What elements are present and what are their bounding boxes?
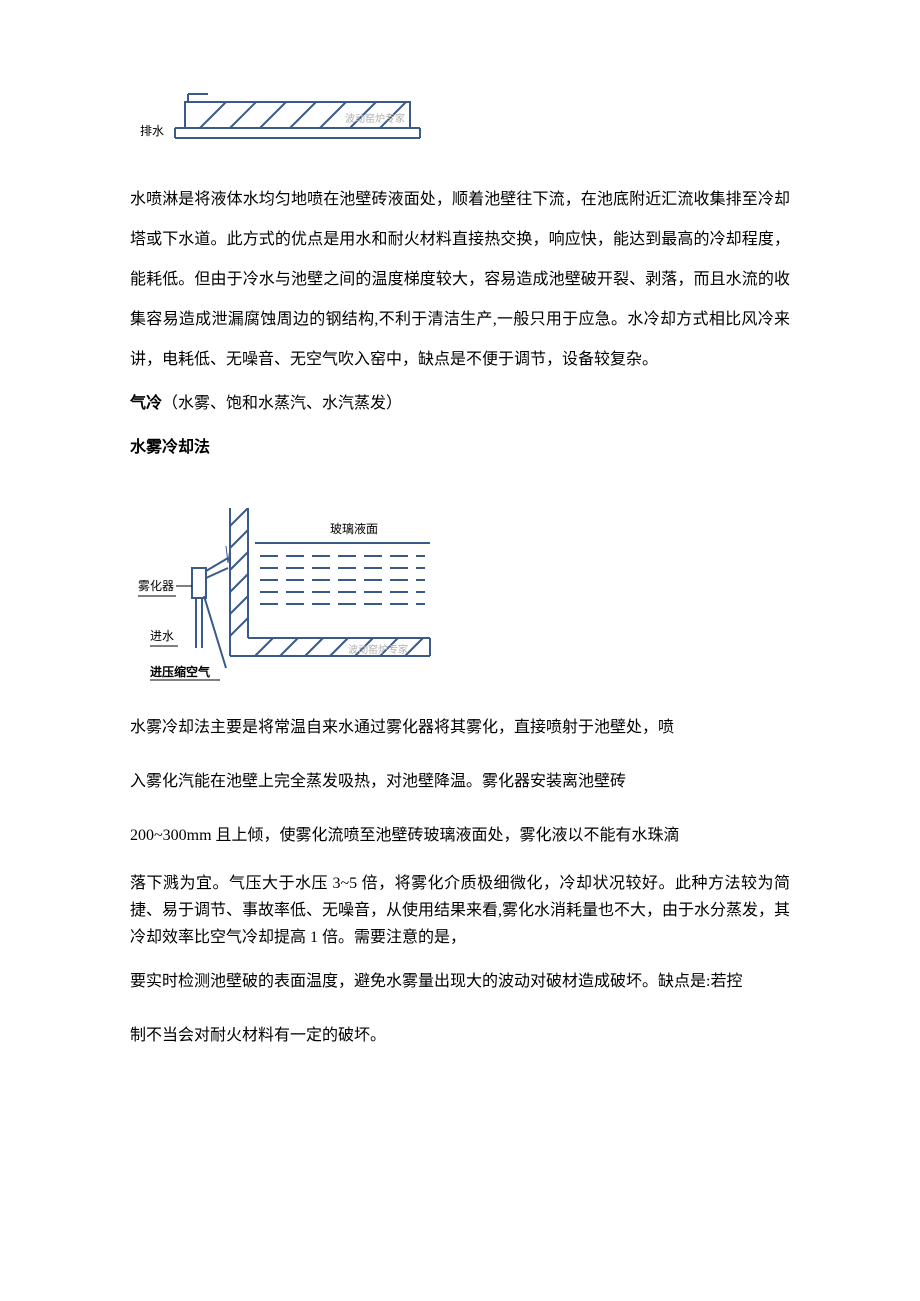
document-page: 排水 波动窑炉专家 (0, 0, 920, 1120)
paragraph-mist-c: 200~300mm 且上倾，使雾化流喷至池壁砖玻璃液面处，雾化液以不能有水珠滴 (130, 816, 790, 856)
heading-mist-cooling: 水雾冷却法 (130, 428, 790, 468)
paragraph-mist-b: 入雾化汽能在池壁上完全蒸发吸热，对池壁降温。雾化器安装离池壁砖 (130, 762, 790, 802)
paragraph-mist-d: 落下溅为宜。气压大于水压 3~5 倍，将雾化介质极细微化，冷却状况较好。此种方法… (130, 870, 790, 952)
fig2-watermark: 波动窑炉专家 (348, 643, 408, 656)
paragraph-mist-f: 制不当会对耐火材料有一定的破坏。 (130, 1016, 790, 1056)
heading-gas-cooling: 气冷（水雾、饱和水蒸汽、水汽蒸发） (130, 384, 790, 424)
figure-water-spray: 排水 波动窑炉专家 (130, 90, 790, 160)
fig1-label-drain: 排水 (140, 124, 164, 138)
fig2-label-atomizer: 雾化器 (138, 579, 174, 593)
paragraph-mist-a: 水雾冷却法主要是将常温自来水通过雾化器将其雾化，直接喷射于池壁处，喷 (130, 708, 790, 748)
fig2-label-air: 进压缩空气 (150, 664, 210, 679)
figure-mist-cooling: 玻璃液面 雾化器 进水 进压缩空气 波动窑炉专家 (130, 508, 790, 688)
fig2-label-inlet: 进水 (150, 629, 174, 643)
fig2-label-glass: 玻璃液面 (330, 521, 378, 536)
figure-water-spray-svg: 排水 波动窑炉专家 (130, 90, 430, 160)
fig1-watermark: 波动窑炉专家 (345, 112, 405, 125)
heading-gas-cooling-prefix: 气冷 (130, 395, 162, 412)
heading-gas-cooling-suffix: （水雾、饱和水蒸汽、水汽蒸发） (162, 395, 402, 412)
paragraph-water-spray: 水喷淋是将液体水均匀地喷在池壁砖液面处，顺着池壁往下流，在池底附近汇流收集排至冷… (130, 180, 790, 380)
figure-mist-cooling-svg: 玻璃液面 雾化器 进水 进压缩空气 波动窑炉专家 (130, 508, 440, 688)
paragraph-mist-e: 要实时检测池壁破的表面温度，避免水雾量出现大的波动对破材造成破坏。缺点是:若控 (130, 962, 790, 1002)
